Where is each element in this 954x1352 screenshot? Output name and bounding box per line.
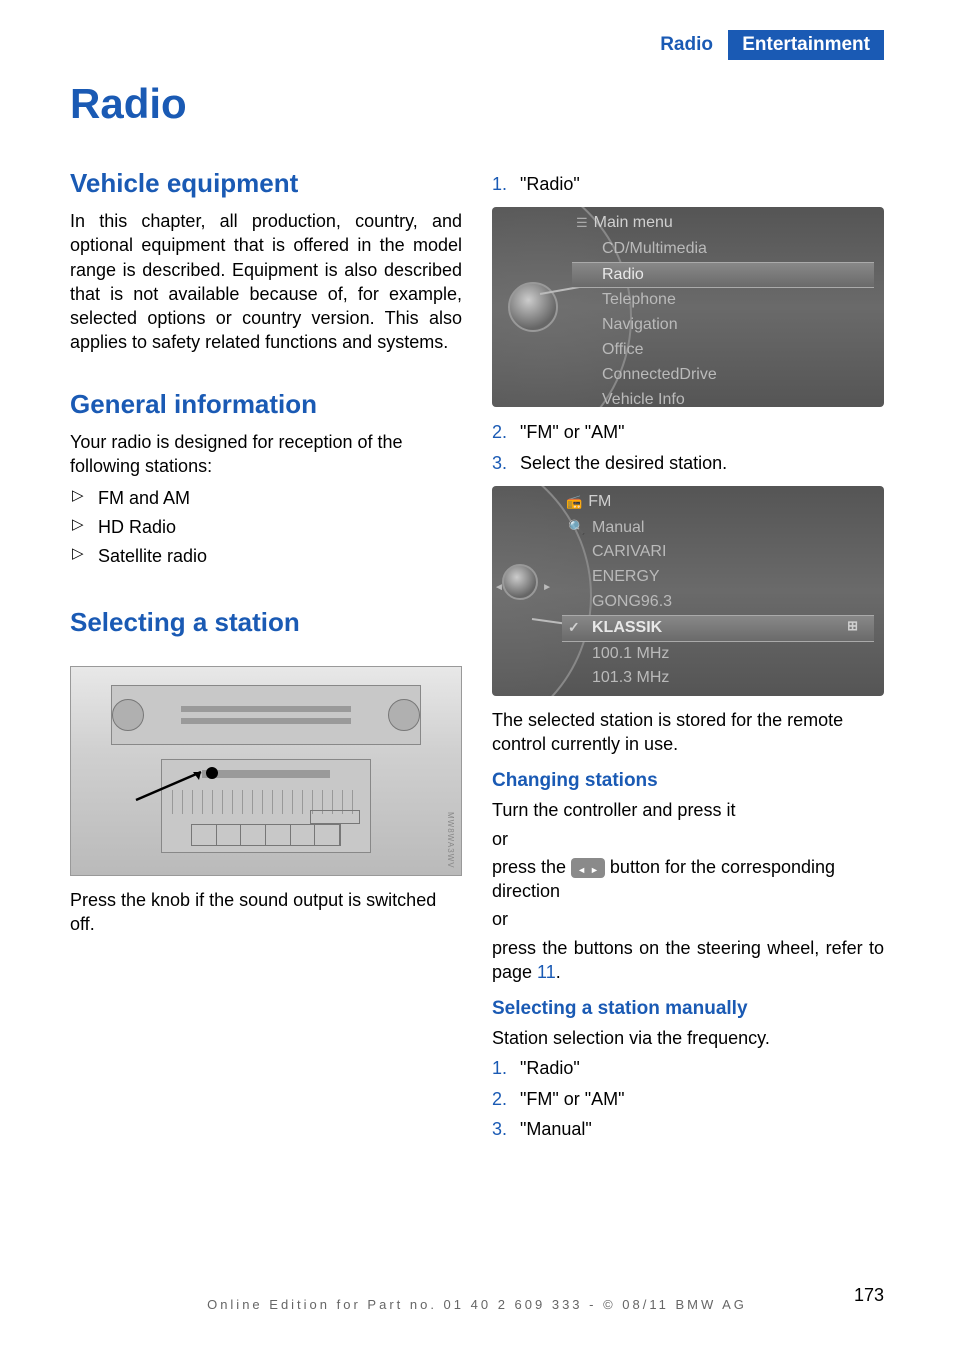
step-text: Select the desired station. bbox=[520, 450, 884, 478]
header-tab-entertainment: Entertainment bbox=[728, 30, 884, 60]
steering-wheel-text: press the buttons on the steering wheel,… bbox=[492, 936, 884, 985]
left-column: Vehicle equipment In this chapter, all p… bbox=[70, 168, 462, 1147]
or-text: or bbox=[492, 827, 884, 851]
step-row: 2. "FM" or "AM" bbox=[492, 419, 884, 447]
rocker-button-icon: ◄► bbox=[571, 858, 605, 878]
right-column: 1. "Radio" ☰ Main menu CD/MultimediaRadio… bbox=[492, 168, 884, 1147]
manual-intro-text: Station selection via the frequency. bbox=[492, 1026, 884, 1050]
step-number: 2. bbox=[492, 419, 520, 447]
idrive-menu-item: CARIVARI bbox=[562, 540, 874, 565]
step-number: 2. bbox=[492, 1086, 520, 1114]
check-icon: ✓ bbox=[568, 618, 580, 636]
idrive-menu-item: GONG96.3 bbox=[562, 590, 874, 615]
idrive-menu-item: 🔍Manual bbox=[562, 516, 874, 541]
radio-icon: 📻 bbox=[566, 494, 582, 509]
changing-stations-heading: Changing stations bbox=[492, 770, 884, 792]
step-text: "FM" or "AM" bbox=[520, 1086, 884, 1114]
idrive-menu-item: Radio bbox=[572, 262, 874, 289]
press-knob-text: Press the knob if the sound output is sw… bbox=[70, 888, 462, 937]
header-tab-radio: Radio bbox=[650, 30, 723, 59]
idrive-menu-item: Telephone bbox=[572, 288, 874, 313]
search-icon: 🔍 bbox=[568, 518, 585, 536]
idrive-menu-item: Navigation bbox=[572, 313, 874, 338]
step-number: 3. bbox=[492, 1116, 520, 1144]
idrive-menu-item: Vehicle Info bbox=[572, 388, 874, 407]
general-information-heading: General information bbox=[70, 389, 462, 420]
idrive-menu-item: ENERGY bbox=[562, 565, 874, 590]
page-reference[interactable]: 11 bbox=[537, 962, 556, 982]
menu-icon: ☰ bbox=[576, 215, 588, 230]
press-the-text: press the bbox=[492, 857, 566, 877]
idrive-menu-item: ✓⊞KLASSIK bbox=[562, 615, 874, 642]
dashboard-illustration: MW8WA3WV bbox=[70, 666, 462, 876]
or-text: or bbox=[492, 907, 884, 931]
step-row: 1. "Radio" bbox=[492, 171, 884, 199]
step-number: 1. bbox=[492, 1055, 520, 1083]
idrive-fm-menu-screenshot: ◄► 📻FM 🔍ManualCARIVARIENERGYGONG96.3✓⊞KL… bbox=[492, 486, 884, 696]
idrive-title: Main menu bbox=[594, 214, 673, 231]
step-text: "Manual" bbox=[520, 1116, 884, 1144]
vehicle-equipment-text: In this chapter, all production, country… bbox=[70, 209, 462, 355]
footer-text: Online Edition for Part no. 01 40 2 609 … bbox=[0, 1297, 954, 1312]
hd-icon: ⊞ bbox=[847, 618, 858, 635]
stored-station-text: The selected station is stored for the r… bbox=[492, 708, 884, 757]
list-item: Satellite radio bbox=[70, 542, 462, 571]
vehicle-equipment-heading: Vehicle equipment bbox=[70, 168, 462, 199]
selecting-manually-heading: Selecting a station manually bbox=[492, 998, 884, 1020]
idrive-menu-item: 100.1 MHz bbox=[562, 642, 874, 667]
controller-dial-icon bbox=[502, 564, 538, 600]
page-number: 173 bbox=[854, 1285, 884, 1306]
step-row: 2. "FM" or "AM" bbox=[492, 1086, 884, 1114]
list-item: HD Radio bbox=[70, 513, 462, 542]
idrive-menu-item: CD/Multimedia bbox=[572, 237, 874, 262]
press-button-line: press the ◄► button for the correspondin… bbox=[492, 855, 884, 904]
step-row: 3. Select the desired station. bbox=[492, 450, 884, 478]
header-tabs: Radio Entertainment bbox=[0, 0, 954, 60]
step-text: "Radio" bbox=[520, 171, 884, 199]
idrive-menu-item: 101.3 MHz bbox=[562, 666, 874, 691]
station-types-list: FM and AM HD Radio Satellite radio bbox=[70, 484, 462, 570]
step-text: "FM" or "AM" bbox=[520, 419, 884, 447]
controller-dial-icon bbox=[508, 282, 558, 332]
step-row: 1. "Radio" bbox=[492, 1055, 884, 1083]
idrive-menu-item: Office bbox=[572, 338, 874, 363]
step-text: "Radio" bbox=[520, 1055, 884, 1083]
list-item: FM and AM bbox=[70, 484, 462, 513]
changing-line1: Turn the controller and press it bbox=[492, 798, 884, 822]
general-information-text: Your radio is designed for reception of … bbox=[70, 430, 462, 479]
idrive-main-menu-screenshot: ☰ Main menu CD/MultimediaRadioTelephoneNa… bbox=[492, 207, 884, 407]
idrive-title: FM bbox=[588, 493, 611, 510]
page-title: Radio bbox=[0, 60, 954, 168]
selecting-station-heading: Selecting a station bbox=[70, 607, 462, 638]
step-row: 3. "Manual" bbox=[492, 1116, 884, 1144]
step-number: 3. bbox=[492, 450, 520, 478]
idrive-menu-item: ConnectedDrive bbox=[572, 363, 874, 388]
step-number: 1. bbox=[492, 171, 520, 199]
